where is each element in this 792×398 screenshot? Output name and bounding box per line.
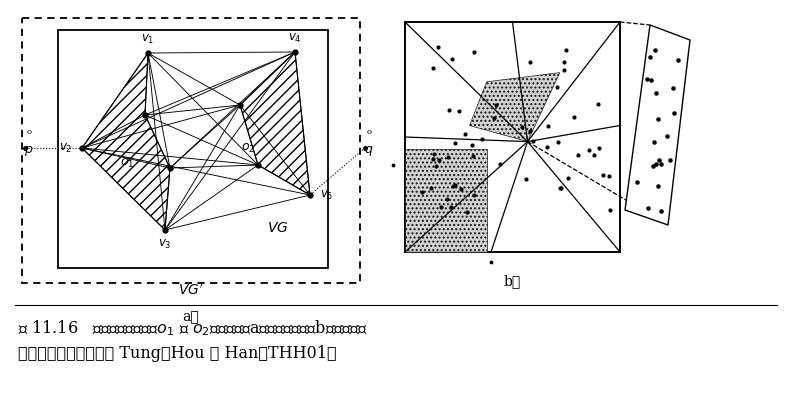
Text: o: o <box>26 128 32 136</box>
Polygon shape <box>625 25 690 225</box>
Bar <box>22 18 360 283</box>
Polygon shape <box>405 148 487 252</box>
Text: $q$: $q$ <box>364 144 374 158</box>
Text: b）: b） <box>504 274 521 288</box>
Text: 图 11.16   含有障碍物对象（$o_1$ 和 $o_2$）的聚类：a）一个可见图；b）含有微簇: 图 11.16 含有障碍物对象（$o_1$ 和 $o_2$）的聚类：a）一个可见… <box>18 318 367 338</box>
Text: $VG$: $VG$ <box>267 221 289 235</box>
Polygon shape <box>405 22 620 252</box>
Polygon shape <box>470 72 560 142</box>
Text: a）: a） <box>183 310 200 324</box>
Text: $v_3$: $v_3$ <box>158 238 172 251</box>
Text: $v_5$: $v_5$ <box>320 188 333 201</box>
Text: 区域的三角划分。取自 Tung、Hou 和 Han［THH01］: 区域的三角划分。取自 Tung、Hou 和 Han［THH01］ <box>18 345 337 362</box>
Text: $p$: $p$ <box>25 144 34 158</box>
Text: $VG'$: $VG'$ <box>178 283 204 298</box>
Polygon shape <box>82 53 170 230</box>
Text: $v_2$: $v_2$ <box>59 141 72 154</box>
Text: o: o <box>367 128 371 136</box>
Text: $v_4$: $v_4$ <box>288 32 302 45</box>
Bar <box>58 30 328 268</box>
Text: $o_1$: $o_1$ <box>120 156 134 170</box>
Text: $o_2$: $o_2$ <box>241 141 255 154</box>
Polygon shape <box>240 52 310 195</box>
Text: $v_1$: $v_1$ <box>141 33 154 46</box>
